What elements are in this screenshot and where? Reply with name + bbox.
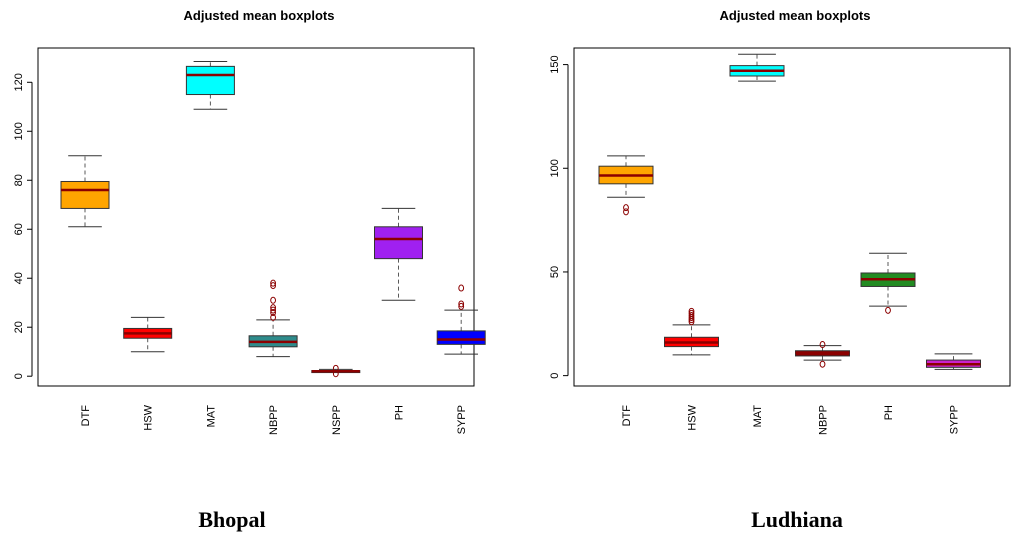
outlier-nbpp-3 <box>270 304 277 312</box>
box-ludhiana-nbpp <box>795 341 850 368</box>
y-tick-label-ludhiana-1: 50 <box>549 266 561 278</box>
box-ludhiana-mat <box>729 53 785 82</box>
x-label-bhopal-sypp: SYPP <box>456 405 468 434</box>
y-tick-label-bhopal-1: 20 <box>13 321 25 333</box>
outlier-sypp-1 <box>458 300 465 308</box>
y-tick-label-bhopal-4: 80 <box>13 174 25 186</box>
outlier-nbpp-6 <box>270 279 277 287</box>
x-label-bhopal-ph: PH <box>394 405 406 420</box>
x-labels-ludhiana: DTF HSW MAT NBPP PH SYPP <box>621 404 961 435</box>
x-label-ludhiana-dtf: DTF <box>621 405 633 427</box>
y-tick-label-bhopal-2: 40 <box>13 272 25 284</box>
x-labels-bhopal: DTF HSW MAT NBPP NSPP PH SYPP <box>80 404 468 435</box>
y-tick-label-bhopal-5: 100 <box>13 122 25 140</box>
panel-bhopal: Adjusted mean boxplots 0 20 40 60 80 100 120 D… <box>13 8 486 532</box>
outlier-nbpp-0 <box>819 360 826 368</box>
box-ludhiana-dtf <box>598 155 654 216</box>
outlier-nbpp-1 <box>270 309 277 317</box>
x-label-ludhiana-sypp: SYPP <box>949 405 961 434</box>
box-bhopal-sypp <box>436 284 486 355</box>
x-label-ludhiana-ph: PH <box>883 405 895 420</box>
y-tick-label-ludhiana-0: 0 <box>549 373 561 379</box>
outlier-nbpp-5 <box>270 282 277 290</box>
outlier-ph-0 <box>885 306 891 314</box>
outlier-sypp-2 <box>458 284 465 292</box>
x-label-ludhiana-hsw: HSW <box>687 404 699 430</box>
box-bhopal-hsw <box>123 316 173 353</box>
box-ludhiana-sypp <box>926 353 981 370</box>
x-label-bhopal-dtf: DTF <box>80 405 92 427</box>
outlier-dtf-0 <box>623 208 629 216</box>
panel-ludhiana: Adjusted mean boxplots 0 50 100 150 DTF HSW M… <box>549 8 1011 532</box>
box-ludhiana-hsw <box>664 307 719 356</box>
outlier-sypp-0 <box>458 302 465 310</box>
box-bhopal-nbpp <box>248 279 298 358</box>
box-bhopal-dtf <box>60 155 110 228</box>
boxes-bhopal <box>60 60 486 378</box>
box-bhopal-ph <box>374 207 423 301</box>
caption-bhopal: Bhopal <box>198 507 265 532</box>
boxes-ludhiana <box>598 53 981 370</box>
y-tick-label-bhopal-0: 0 <box>13 373 25 379</box>
outlier-hsw-5 <box>688 307 695 315</box>
x-label-ludhiana-mat: MAT <box>752 405 764 428</box>
outlier-nspp-1 <box>332 364 339 372</box>
outlier-nbpp-1 <box>819 341 826 349</box>
y-axis-bhopal: 0 20 40 60 80 100 120 <box>13 73 33 379</box>
y-tick-label-bhopal-6: 120 <box>13 73 25 91</box>
outlier-nbpp-4 <box>270 296 277 304</box>
x-label-ludhiana-nbpp: NBPP <box>818 405 830 435</box>
outlier-nspp-0 <box>332 370 339 378</box>
x-label-bhopal-nspp: NSPP <box>331 405 343 435</box>
iqr-box-dtf <box>60 180 110 209</box>
y-tick-label-ludhiana-2: 100 <box>549 159 561 177</box>
chart-title-ludhiana: Adjusted mean boxplots <box>720 8 871 23</box>
iqr-box-ph <box>374 226 423 260</box>
plot-frame-bhopal <box>37 47 475 387</box>
box-ludhiana-ph <box>860 252 916 314</box>
chart-title-bhopal: Adjusted mean boxplots <box>184 8 335 23</box>
outlier-nbpp-0 <box>270 313 277 321</box>
caption-ludhiana: Ludhiana <box>751 507 843 532</box>
outlier-nbpp-2 <box>270 306 277 314</box>
x-label-bhopal-nbpp: NBPP <box>268 405 280 435</box>
iqr-box-sypp <box>436 330 486 345</box>
x-label-bhopal-hsw: HSW <box>143 404 155 430</box>
y-axis-ludhiana: 0 50 100 150 <box>549 55 569 379</box>
y-tick-label-bhopal-3: 60 <box>13 223 25 235</box>
plot-frame-ludhiana <box>573 47 1011 387</box>
x-label-bhopal-mat: MAT <box>205 405 217 428</box>
iqr-box-mat <box>185 65 235 96</box>
box-bhopal-nspp <box>311 364 361 378</box>
outlier-dtf-1 <box>623 204 629 212</box>
y-tick-label-ludhiana-3: 150 <box>549 55 561 73</box>
box-bhopal-mat <box>185 60 235 110</box>
